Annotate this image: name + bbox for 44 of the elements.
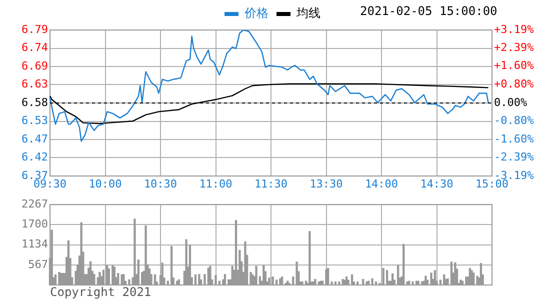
- y-tick-label: 1134: [22, 238, 48, 251]
- x-tick-label: 11:30: [254, 177, 288, 190]
- x-tick-label: 13:30: [310, 177, 343, 190]
- chart-subtitle: 2021-02-05 15:00:00: [360, 4, 498, 18]
- x-tick-label: 10:30: [144, 177, 178, 190]
- y-tick-label: 6.69: [22, 59, 48, 72]
- x-tick-label: 14:30: [420, 177, 454, 190]
- y2-tick-label: 0.00%: [494, 96, 528, 109]
- bar: [391, 273, 394, 286]
- y-tick-label: 6.47: [22, 132, 48, 146]
- bar: [244, 241, 246, 286]
- x-tick-label: 11:00: [199, 177, 232, 190]
- legend-label: 价格: [244, 6, 268, 20]
- bar: [80, 222, 82, 286]
- y-tick-label: 2267: [22, 197, 48, 210]
- bar: [345, 276, 348, 286]
- y2-tick-label: +1.60%: [494, 59, 534, 72]
- y-tick-label: 6.42: [22, 150, 48, 164]
- bar: [262, 265, 265, 286]
- y-tick-label: 6.58: [22, 96, 48, 109]
- y2-tick-label: -2.39%: [494, 150, 534, 164]
- bar: [144, 225, 147, 286]
- annotation: Copyright 2021: [50, 285, 152, 299]
- y2-tick-label: -1.60%: [494, 132, 534, 146]
- y2-tick-label: -0.80%: [494, 114, 534, 128]
- bar: [308, 231, 311, 286]
- x-tick-label: 14:00: [364, 177, 398, 190]
- bar: [454, 262, 456, 286]
- bar: [89, 261, 92, 286]
- bar: [234, 220, 238, 286]
- y2-tick-label: +0.80%: [494, 78, 534, 91]
- x-tick-label: 10:00: [88, 177, 122, 190]
- y-tick-label: 6.79: [22, 22, 48, 36]
- y-tick-label: 1700: [22, 218, 48, 231]
- legend-label: 均线: [296, 6, 320, 20]
- bar: [424, 276, 427, 286]
- bar: [122, 274, 125, 286]
- y-tick-label: 6.74: [22, 41, 48, 54]
- y-tick-label: 6.53: [22, 114, 48, 128]
- y-tick-label: 6.63: [22, 78, 48, 91]
- y2-tick-label: +3.19%: [494, 22, 534, 36]
- bar: [344, 280, 346, 286]
- y2-tick-label: +2.39%: [494, 41, 534, 54]
- y-tick-label: 567: [28, 258, 48, 271]
